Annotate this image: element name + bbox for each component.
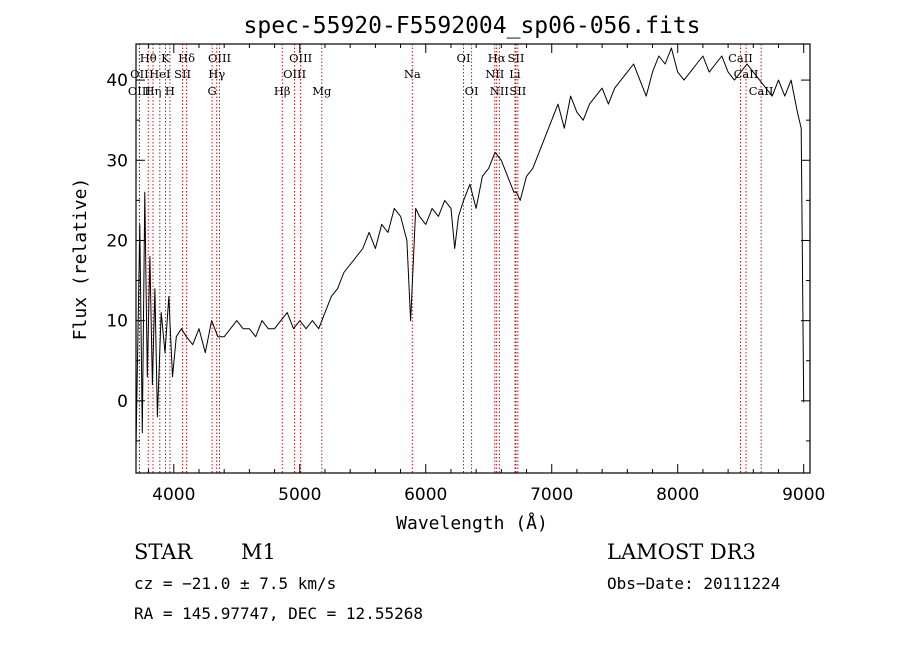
line-label: OIII (289, 51, 312, 65)
line-label: SII (509, 84, 526, 98)
line-label: OIII (283, 67, 306, 81)
line-label: Hθ (140, 51, 157, 65)
line-label: Hγ (208, 67, 225, 81)
line-label: Hβ (274, 84, 291, 98)
redshift-info: cz = −21.0 ± 7.5 km/s (134, 574, 337, 593)
line-label: OI (465, 84, 479, 98)
line-label: OIII (128, 84, 151, 98)
line-label: CaII (749, 84, 774, 98)
x-axis-ticks: 4000 5000 6000 7000 8000 9000 (148, 44, 825, 505)
line-label: Hη (145, 84, 162, 98)
line-label: Hα (488, 51, 506, 65)
y-tick-label: 0 (117, 392, 128, 412)
y-tick-label: 20 (106, 231, 128, 251)
x-axis-label: Wavelength (Å) (396, 512, 548, 534)
x-tick-label: 4000 (152, 485, 195, 505)
y-tick-label: 40 (106, 71, 128, 91)
line-label: OII (130, 67, 149, 81)
line-label: OI (457, 51, 471, 65)
spectral-line-markers: Hθ OII OIII K Hη HeI SII H Hδ OIII Hγ G Hβ OIII OIII Mg… (128, 44, 774, 473)
y-axis-ticks: 0 10 20 30 40 (106, 71, 810, 442)
plot-frame (135, 43, 811, 474)
line-label: K (161, 51, 170, 65)
x-tick-label: 8000 (656, 485, 699, 505)
line-label: CaII (728, 51, 753, 65)
line-label: HeI (149, 67, 170, 81)
y-axis-label: Flux (relative) (70, 178, 91, 341)
line-label: Mg (312, 84, 332, 98)
line-label: SII (174, 67, 191, 81)
line-label: NII (485, 67, 504, 81)
line-label: Hδ (178, 51, 195, 65)
line-label: Na (404, 67, 421, 81)
survey-name: LAMOST DR3 (607, 540, 756, 564)
x-tick-label: 7000 (530, 485, 573, 505)
object-subclass: M1 (241, 540, 276, 564)
coordinates: RA = 145.97747, DEC = 12.55268 (134, 604, 423, 623)
line-label: OIII (208, 51, 231, 65)
spectrum-line (135, 47, 805, 449)
line-label: G (207, 84, 216, 98)
y-tick-label: 30 (106, 151, 128, 171)
y-tick-label: 10 (106, 312, 128, 332)
chart-title: spec-55920-F5592004_sp06-056.fits (244, 13, 701, 39)
x-tick-label: 9000 (782, 485, 825, 505)
line-label: H (165, 84, 175, 98)
x-tick-label: 6000 (404, 485, 447, 505)
line-label: NII (490, 84, 509, 98)
x-tick-label: 5000 (278, 485, 321, 505)
observation-date: Obs−Date: 20111224 (607, 574, 781, 593)
object-class: STAR (134, 540, 193, 564)
line-label: SII (507, 51, 524, 65)
spectrum-series (135, 47, 805, 449)
line-label: Li (509, 67, 521, 81)
